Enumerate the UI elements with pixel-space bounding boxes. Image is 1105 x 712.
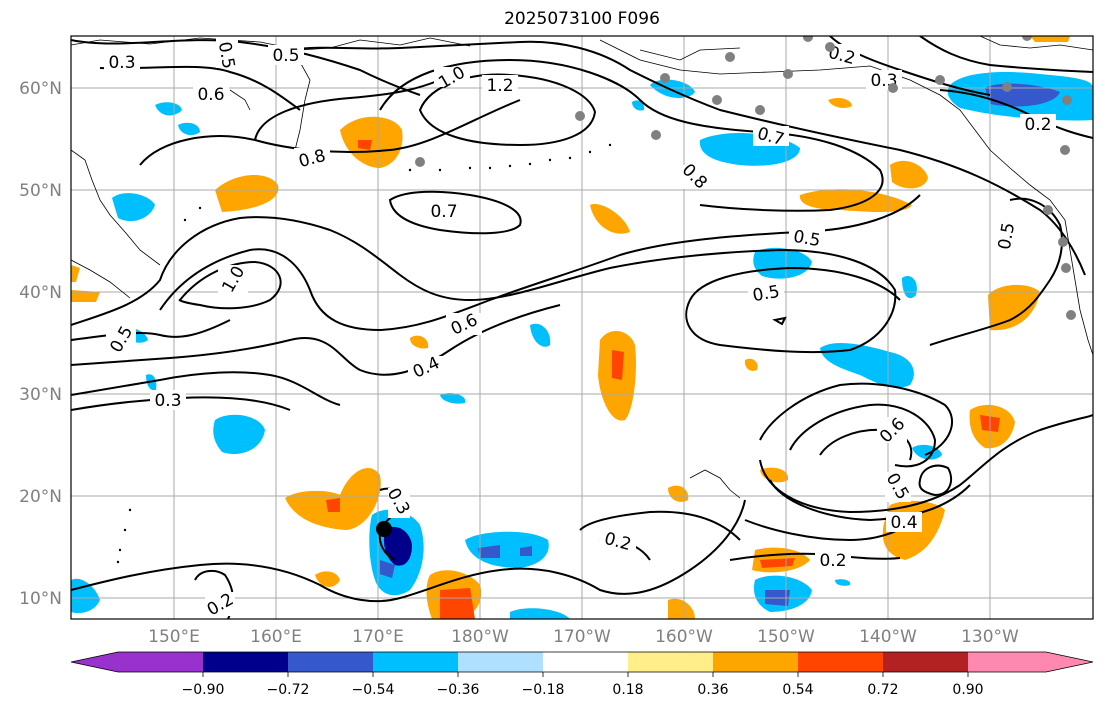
colorbar-tick-label: 0.72 <box>867 682 898 698</box>
colorbar-segment <box>543 652 628 672</box>
colorbar-segment <box>883 652 968 672</box>
svg-text:0.3: 0.3 <box>154 391 181 411</box>
lat-label: 50°N <box>19 181 62 201</box>
lat-label: 40°N <box>19 283 62 303</box>
colorbar-tick-label: −0.54 <box>352 682 395 698</box>
lat-label: 60°N <box>19 79 62 99</box>
lon-label: 170°W <box>553 627 611 647</box>
anomaly-shading <box>71 36 1093 619</box>
longitude-labels: 150°E 160°E 170°E 180°W 170°W 160°W 150°… <box>148 627 1019 647</box>
contour-labels: 0.3 0.5 0.5 0.6 1.0 1.2 0.8 0.7 0.2 0.3 … <box>104 38 1056 619</box>
svg-text:0.5: 0.5 <box>751 282 781 306</box>
map-title: 2025073100 F096 <box>504 9 660 29</box>
colorbar: −0.90 −0.72 −0.54 −0.36 −0.18 0.18 0.36 … <box>70 651 1094 698</box>
contour-label: 0.8 <box>294 146 330 172</box>
colorbar-tick-label: 0.54 <box>782 682 813 698</box>
svg-text:0.5: 0.5 <box>214 40 238 70</box>
contour-label: 0.6 <box>446 310 482 340</box>
svg-text:0.2: 0.2 <box>1024 115 1051 135</box>
contour-label: 0.5 <box>882 470 913 503</box>
colorbar-tick-label: 0.36 <box>697 682 728 698</box>
svg-text:1.2: 1.2 <box>486 76 513 96</box>
svg-text:0.3: 0.3 <box>108 53 135 73</box>
colorbar-tick-label: −0.36 <box>437 682 480 698</box>
center-marker <box>376 521 392 537</box>
map-area: 0.3 0.5 0.5 0.6 1.0 1.2 0.8 0.7 0.2 0.3 … <box>71 36 1093 619</box>
colorbar-tick-label: −0.72 <box>267 682 310 698</box>
lon-label: 160°W <box>655 627 713 647</box>
colorbar-tick-label: 0.90 <box>952 682 983 698</box>
colorbar-segment <box>713 652 798 672</box>
contour-label: 0.2 <box>1020 114 1056 135</box>
contour-label: 0.7 <box>426 201 462 222</box>
svg-text:0.4: 0.4 <box>890 513 917 533</box>
contour-label: 0.5 <box>106 323 137 356</box>
lon-label: 140°W <box>859 627 917 647</box>
colorbar-segment <box>288 652 373 672</box>
contour-label: 0.2 <box>204 589 237 619</box>
contour-label: 0.7 <box>753 124 789 150</box>
contour-label: 1.2 <box>482 75 518 96</box>
lat-label: 20°N <box>19 487 62 507</box>
svg-text:0.7: 0.7 <box>430 202 457 222</box>
colorbar-segment <box>203 652 288 672</box>
aleutian-islands <box>116 143 612 564</box>
contour-label: 0.8 <box>677 160 713 193</box>
svg-text:0.2: 0.2 <box>819 551 846 571</box>
latitude-labels: 60°N 50°N 40°N 30°N 20°N 10°N <box>19 79 62 609</box>
colorbar-extend-low <box>71 652 118 672</box>
contour-label: 0.5 <box>789 227 825 251</box>
colorbar-tick-label: −0.90 <box>182 682 225 698</box>
colorbar-segment <box>798 652 883 672</box>
contour-label: 0.5 <box>748 282 784 306</box>
contours <box>71 36 1093 619</box>
contour-label: 0.5 <box>214 38 238 70</box>
svg-text:0.5: 0.5 <box>995 221 1019 251</box>
contour-label: 0.5 <box>994 221 1019 252</box>
colorbar-segment <box>968 652 1046 672</box>
lat-label: 10°N <box>19 589 62 609</box>
contour-label: 0.6 <box>876 414 909 447</box>
svg-text:0.5: 0.5 <box>272 46 299 66</box>
contour-label: 0.6 <box>193 84 229 105</box>
contour-label: 0.5 <box>268 45 304 66</box>
svg-text:0.6: 0.6 <box>197 85 224 105</box>
colorbar-segment <box>373 652 458 672</box>
colorbar-segment <box>118 652 203 672</box>
lon-label: 160°E <box>250 627 302 647</box>
colorbar-tick-label: −0.18 <box>522 682 565 698</box>
lon-label: 170°E <box>352 627 404 647</box>
lat-label: 30°N <box>19 385 62 405</box>
colorbar-segment <box>628 652 713 672</box>
lon-label: 130°W <box>961 627 1019 647</box>
lon-label: 180°W <box>451 627 509 647</box>
map-frame <box>70 35 1094 620</box>
lon-label: 150°W <box>757 627 815 647</box>
svg-text:0.5: 0.5 <box>792 227 822 251</box>
contour-label: 0.4 <box>886 512 922 533</box>
contour-label: 0.2 <box>600 529 636 555</box>
contour-label: 0.4 <box>408 353 444 383</box>
colorbar-tick-label: 0.18 <box>612 682 643 698</box>
contour-label: 1.0 <box>218 263 249 296</box>
lon-label: 150°E <box>148 627 200 647</box>
contour-label: 0.3 <box>104 52 140 73</box>
colorbar-segment <box>458 652 543 672</box>
contour-label: 0.3 <box>150 390 186 411</box>
contour-label: 0.2 <box>815 550 851 571</box>
colorbar-extend-high <box>1046 652 1093 672</box>
station-markers <box>415 36 1076 320</box>
